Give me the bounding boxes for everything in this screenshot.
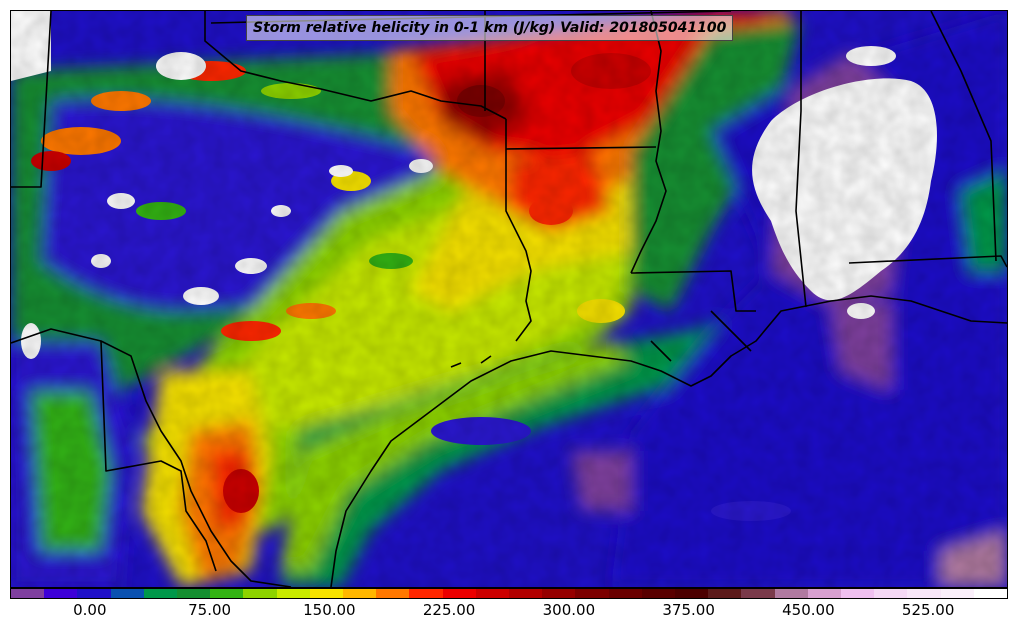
map-frame bbox=[10, 10, 1008, 588]
field-texture bbox=[11, 11, 1007, 587]
boundary-la-ms-south bbox=[630, 270, 756, 312]
boundary-red-river bbox=[204, 11, 507, 120]
colorbar-segment bbox=[44, 589, 78, 598]
colorbar-tick-label: 300.00 bbox=[542, 601, 596, 619]
colorbar-segment bbox=[309, 589, 344, 598]
colorbar-segment bbox=[475, 589, 510, 598]
boundary-fl-al bbox=[848, 255, 1007, 268]
colorbar-segment bbox=[77, 589, 111, 598]
boundary-tx-east bbox=[505, 119, 532, 342]
boundary-west bbox=[11, 11, 52, 188]
colorbar-segment bbox=[807, 589, 842, 598]
boundary-mexico-inner bbox=[100, 340, 217, 572]
colorbar-segment bbox=[509, 589, 543, 598]
colorbar-tick-label: 450.00 bbox=[782, 601, 835, 619]
colorbar-segment bbox=[774, 589, 808, 598]
colorbar-segment bbox=[542, 589, 576, 598]
coastline-gulf bbox=[330, 295, 1007, 587]
colorbar-segment bbox=[243, 589, 277, 598]
colorbar-segment bbox=[409, 589, 443, 598]
colorbar-segment bbox=[907, 589, 941, 598]
colorbar-segment bbox=[575, 589, 609, 598]
colorbar-tick-label: 75.00 bbox=[188, 601, 232, 619]
coastline-bays bbox=[450, 310, 752, 368]
colorbar-segment bbox=[973, 589, 1008, 598]
colorbar bbox=[10, 588, 1008, 599]
boundary-ms-al bbox=[795, 11, 807, 308]
colorbar-segment bbox=[608, 589, 642, 598]
colorbar-segment bbox=[708, 589, 742, 598]
boundary-mississippi-river bbox=[630, 11, 667, 274]
colorbar-tick-label: 525.00 bbox=[901, 601, 955, 619]
colorbar-segment bbox=[675, 589, 709, 598]
helicity-map bbox=[11, 11, 1007, 587]
colorbar-segment bbox=[442, 589, 476, 598]
colorbar-segment bbox=[940, 589, 974, 598]
colorbar-segment bbox=[343, 589, 377, 598]
colorbar-segment bbox=[841, 589, 875, 598]
colorbar-tick-label: 0.00 bbox=[73, 601, 107, 619]
colorbar-tick-label: 225.00 bbox=[422, 601, 476, 619]
colorbar-segment bbox=[110, 589, 144, 598]
helicity-field bbox=[11, 11, 1007, 587]
colorbar-labels: 0.00 75.00 150.00 225.00 300.00 375.00 450.00 5… bbox=[10, 601, 1008, 623]
colorbar-segment bbox=[177, 589, 211, 598]
colorbar-segment bbox=[641, 589, 676, 598]
colorbar-segment bbox=[210, 589, 244, 598]
colorbar-segment bbox=[143, 589, 178, 598]
colorbar-segment bbox=[376, 589, 410, 598]
colorbar-segment bbox=[11, 589, 45, 598]
boundary-texas-sw bbox=[11, 328, 292, 587]
colorbar-segment bbox=[741, 589, 775, 598]
boundary-ga-east bbox=[930, 11, 997, 262]
boundary-ar-la bbox=[505, 146, 657, 150]
colorbar-segment bbox=[276, 589, 310, 598]
colorbar-segment bbox=[874, 589, 908, 598]
map-title: Storm relative helicity in 0-1 km (J/kg)… bbox=[246, 15, 734, 41]
colorbar-tick-label: 375.00 bbox=[662, 601, 715, 619]
colorbar-tick-label: 150.00 bbox=[303, 601, 356, 619]
